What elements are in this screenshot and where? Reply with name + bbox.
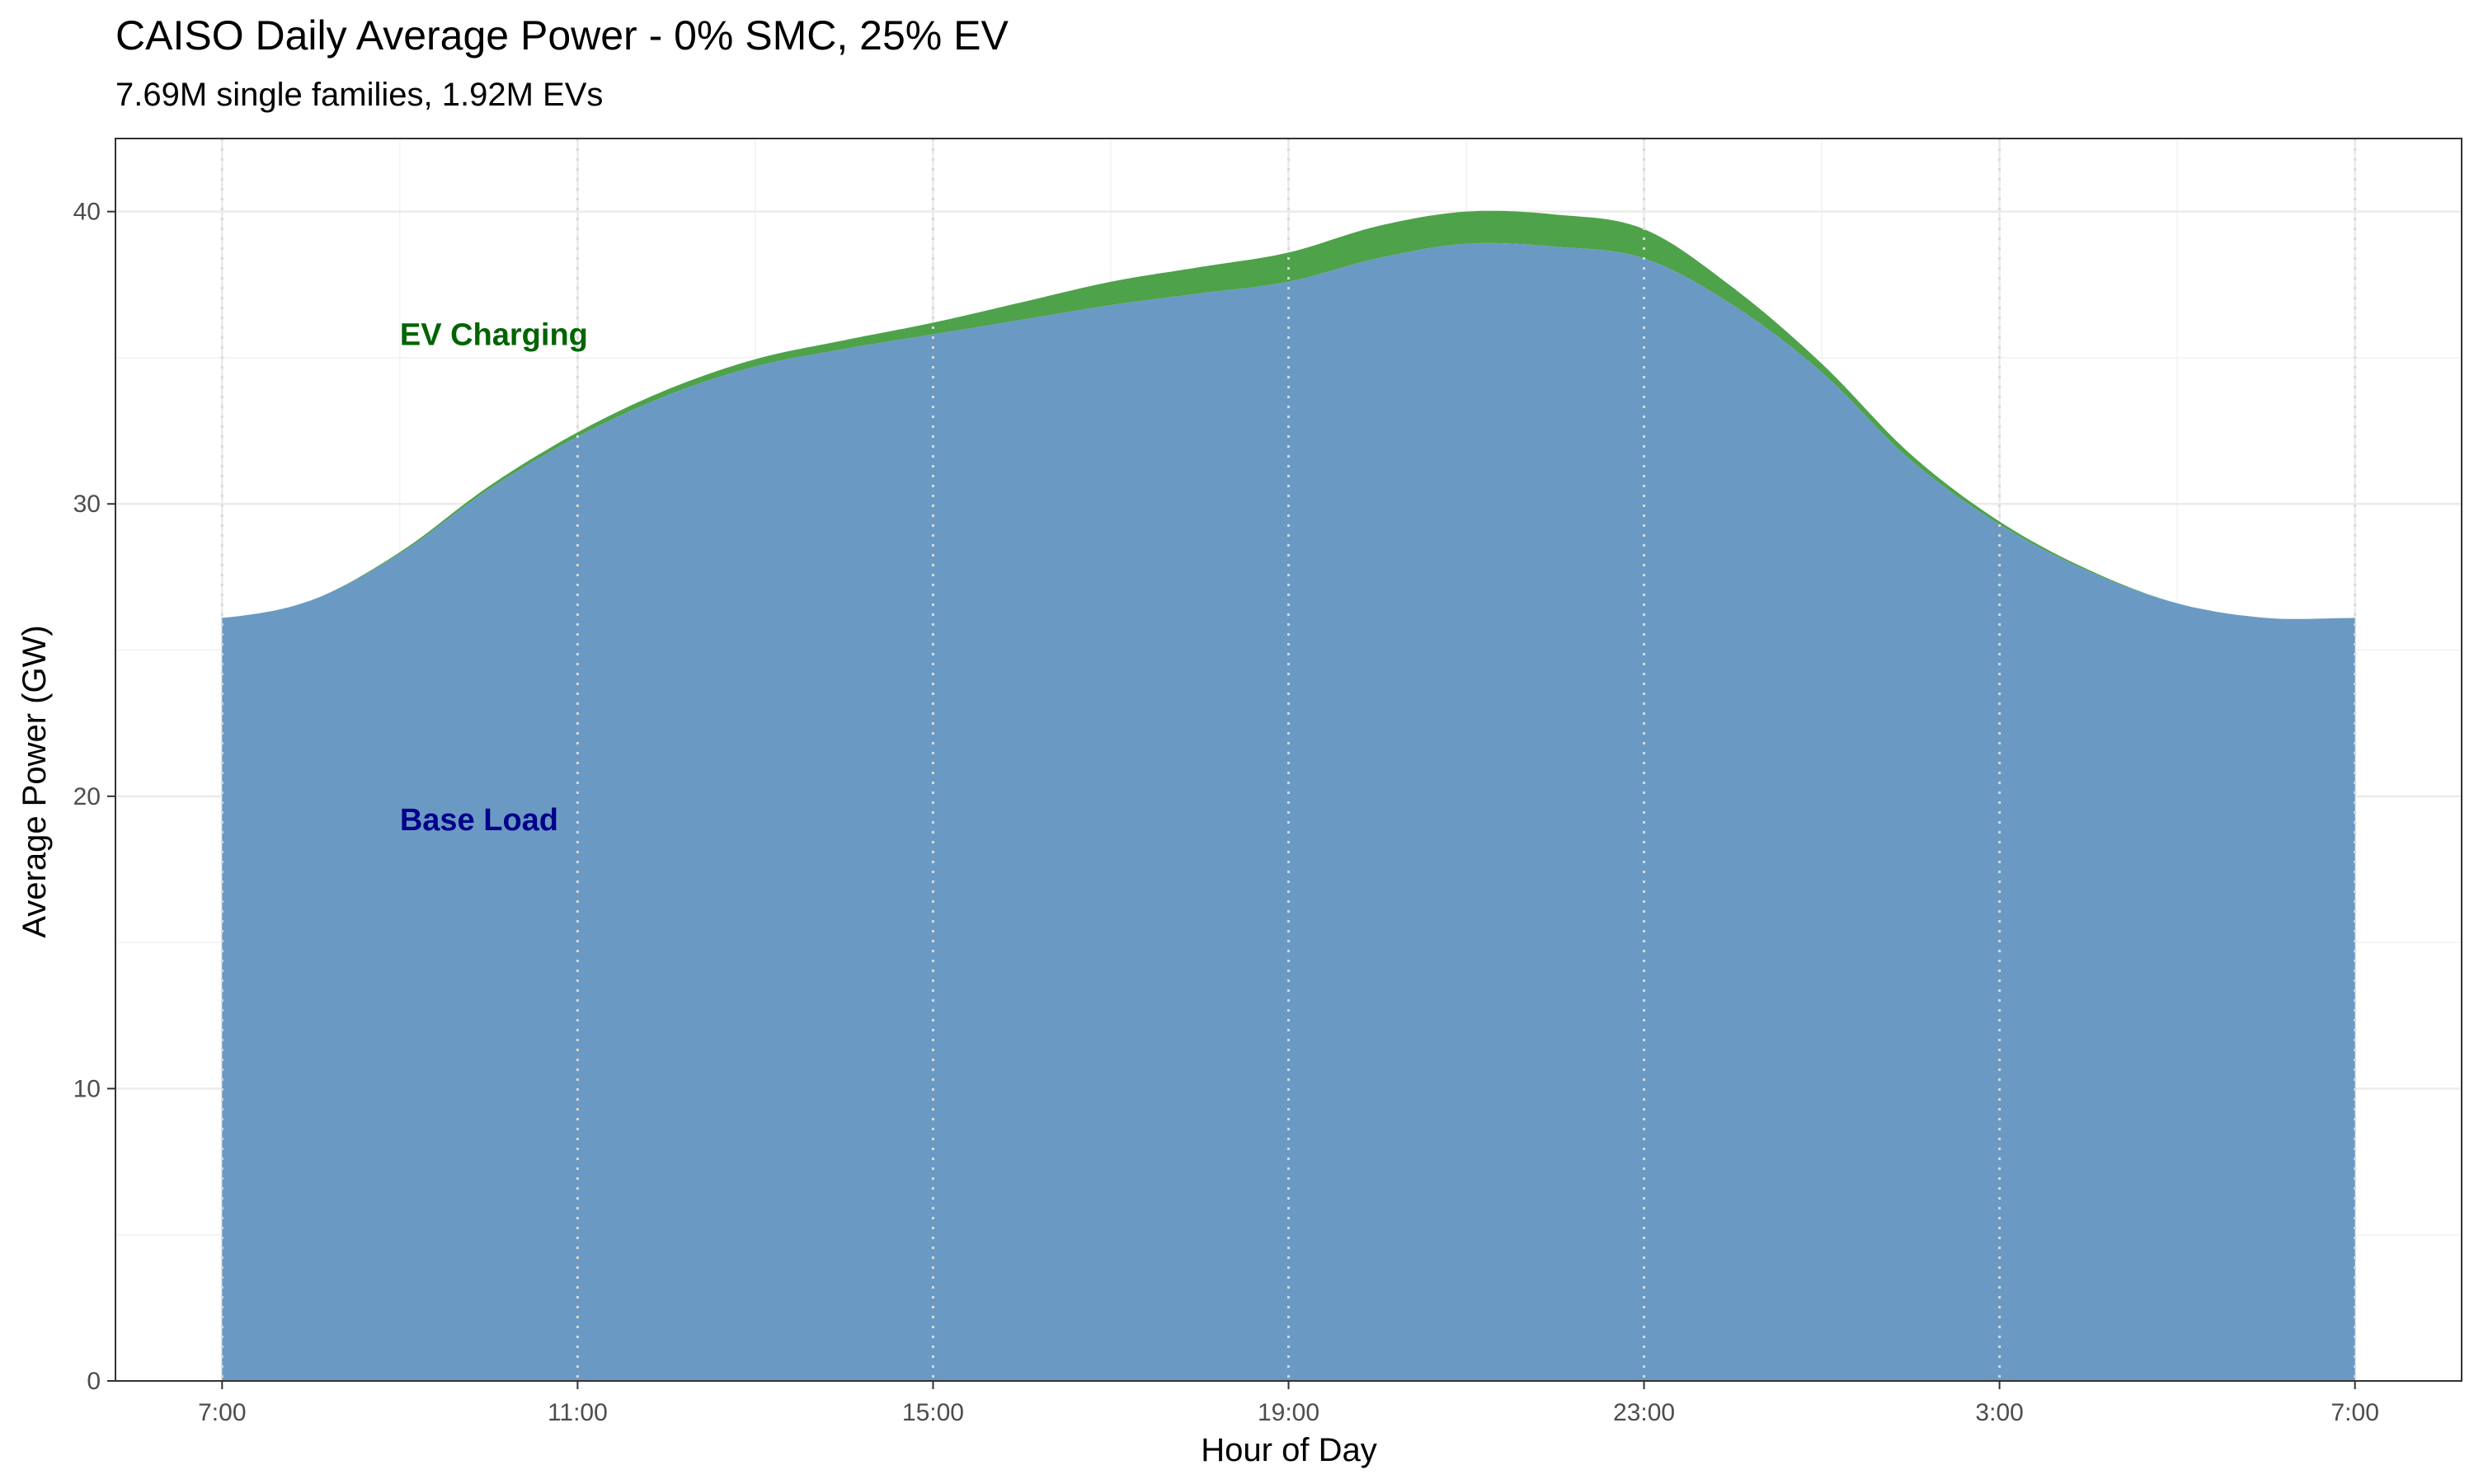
y-axis: 0 10 20 30 40 xyxy=(73,199,115,1395)
y-axis-title: Average Power (GW) xyxy=(16,625,53,937)
x-tick-label: 23:00 xyxy=(1613,1399,1675,1426)
x-axis: 7:00 11:00 15:00 19:00 23:00 3:00 7:00 xyxy=(198,1381,2379,1426)
x-tick-label: 3:00 xyxy=(1975,1399,2023,1426)
annotation-label: EV Charging xyxy=(400,318,588,353)
x-tick-label: 15:00 xyxy=(902,1399,964,1426)
x-tick-label: 7:00 xyxy=(2331,1399,2378,1426)
chart-title: CAISO Daily Average Power - 0% SMC, 25% … xyxy=(115,12,1009,59)
y-tick-label: 30 xyxy=(73,491,101,518)
y-tick-label: 40 xyxy=(73,199,101,226)
y-tick-label: 20 xyxy=(73,783,101,810)
y-tick-label: 0 xyxy=(87,1368,101,1395)
x-tick-label: 7:00 xyxy=(198,1399,246,1426)
annotation-label: Base Load xyxy=(400,803,558,838)
chart-subtitle: 7.69M single families, 1.92M EVs xyxy=(115,77,603,113)
y-tick-label: 10 xyxy=(73,1075,101,1102)
x-axis-title: Hour of Day xyxy=(1201,1432,1376,1468)
annotations: EV Charging Base Load xyxy=(400,318,588,838)
x-tick-label: 11:00 xyxy=(548,1399,608,1426)
x-tick-label: 19:00 xyxy=(1258,1399,1319,1426)
